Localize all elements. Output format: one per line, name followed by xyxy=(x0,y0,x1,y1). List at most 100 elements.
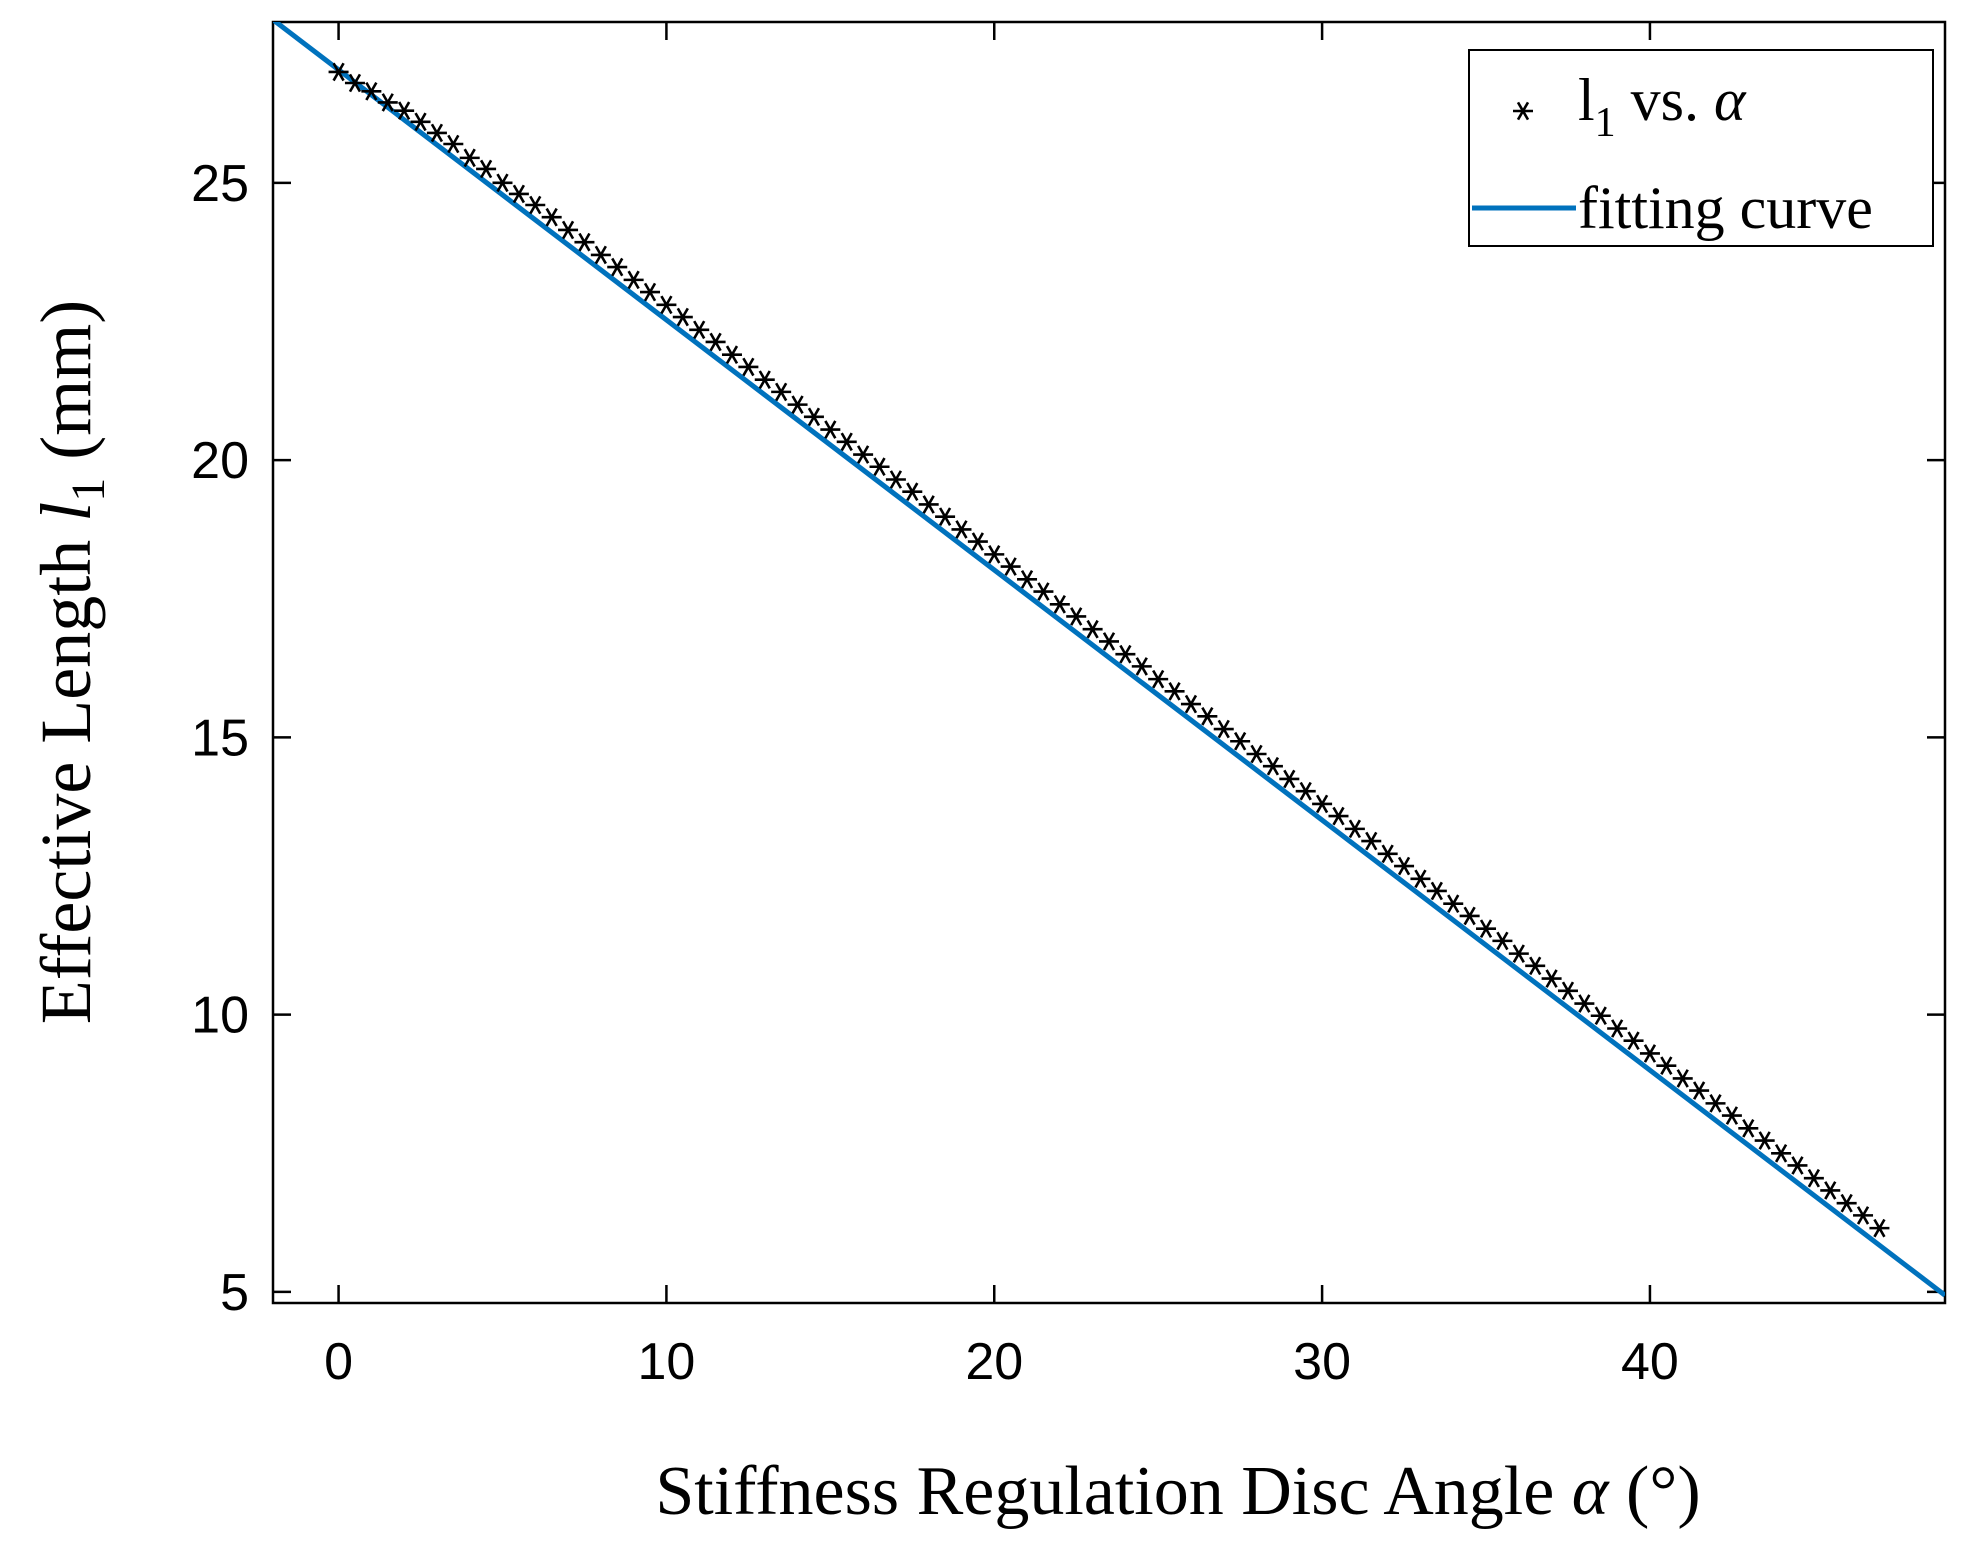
legend-entry-points-subscript: 1 xyxy=(1595,100,1616,146)
data-point xyxy=(1492,931,1513,951)
data-point xyxy=(1557,981,1578,1001)
data-point xyxy=(410,112,431,132)
asterisk-stroke xyxy=(791,395,804,414)
data-point xyxy=(1262,756,1283,776)
asterisk-stroke xyxy=(430,123,444,143)
asterisk-stroke xyxy=(1643,1044,1657,1063)
asterisk-stroke xyxy=(1201,706,1214,726)
asterisk-stroke xyxy=(971,532,984,551)
data-point xyxy=(1705,1094,1726,1113)
asterisk-stroke xyxy=(1152,669,1165,689)
data-point xyxy=(984,545,1005,564)
asterisk-stroke xyxy=(955,520,968,539)
y-axis-label-text: Effective Length xyxy=(26,540,106,1024)
asterisk-stroke xyxy=(1283,769,1296,789)
data-point xyxy=(705,332,726,352)
asterisk-stroke xyxy=(1217,719,1230,739)
points-layer xyxy=(328,62,1890,1238)
data-point xyxy=(394,101,415,121)
data-point xyxy=(443,134,464,154)
data-point xyxy=(607,257,628,277)
asterisk-stroke xyxy=(725,345,739,365)
data-point xyxy=(1623,1031,1644,1051)
asterisk-stroke xyxy=(1234,731,1247,751)
y-tick-label: 20 xyxy=(191,432,249,490)
asterisk-stroke xyxy=(1020,570,1034,589)
asterisk-stroke xyxy=(1676,1069,1689,1088)
asterisk-stroke xyxy=(1365,831,1378,851)
legend-box xyxy=(1468,49,1934,247)
asterisk-stroke xyxy=(1463,906,1476,926)
data-point xyxy=(1017,570,1038,589)
data-point xyxy=(1099,632,1119,651)
asterisk-stroke xyxy=(1070,607,1083,626)
asterisk-stroke xyxy=(807,407,821,427)
data-point xyxy=(771,382,792,402)
data-point xyxy=(1394,856,1415,876)
asterisk-stroke xyxy=(1824,1181,1837,1200)
data-point xyxy=(1754,1131,1775,1150)
asterisk-stroke xyxy=(1315,794,1329,814)
data-point xyxy=(590,245,611,265)
legend-entry-fit: fitting curve xyxy=(1578,175,1873,241)
legend-marker-points xyxy=(1513,101,1533,121)
asterisk-stroke xyxy=(1168,682,1181,701)
data-point xyxy=(1246,744,1267,764)
data-point xyxy=(328,62,349,82)
asterisk-stroke xyxy=(529,195,542,215)
x-axis-label-unit: (°) xyxy=(1626,1453,1701,1530)
asterisk-stroke xyxy=(578,232,591,252)
data-point xyxy=(1180,694,1201,714)
data-point xyxy=(1574,994,1595,1013)
asterisk-stroke xyxy=(1516,101,1530,121)
asterisk-stroke xyxy=(1594,1006,1607,1026)
data-point xyxy=(1361,831,1382,851)
asterisk-stroke xyxy=(1512,944,1525,963)
data-point xyxy=(476,159,497,179)
asterisk-stroke xyxy=(1840,1193,1853,1213)
data-point xyxy=(853,445,874,464)
asterisk-stroke xyxy=(1037,582,1050,601)
asterisk-stroke xyxy=(1102,632,1116,651)
asterisk-stroke xyxy=(1627,1031,1640,1051)
data-point xyxy=(902,482,923,502)
asterisk-stroke xyxy=(922,495,935,514)
legend-entry-points-mid: vs. xyxy=(1616,67,1714,133)
data-point xyxy=(918,495,939,514)
asterisk-stroke xyxy=(1479,919,1493,938)
legend: l1 vs. α fitting curve xyxy=(1468,49,1934,247)
data-point xyxy=(885,470,906,489)
asterisk-stroke xyxy=(479,159,493,179)
asterisk-stroke xyxy=(1119,644,1132,664)
asterisk-stroke xyxy=(1725,1106,1739,1125)
asterisk-stroke xyxy=(1053,594,1066,614)
data-point xyxy=(1410,869,1431,889)
data-point xyxy=(1344,819,1365,839)
data-point xyxy=(541,207,562,227)
asterisk-stroke xyxy=(381,93,394,112)
y-tick-label: 15 xyxy=(191,709,249,767)
asterisk-stroke xyxy=(1611,1019,1624,1038)
asterisk-stroke xyxy=(561,220,575,240)
asterisk-stroke xyxy=(709,332,722,352)
legend-asterisk xyxy=(1513,101,1533,121)
data-point xyxy=(1672,1069,1693,1088)
data-point xyxy=(492,173,513,193)
data-point xyxy=(1476,919,1497,938)
data-point xyxy=(1639,1044,1660,1063)
asterisk-stroke xyxy=(1791,1156,1804,1175)
data-point xyxy=(1689,1081,1710,1100)
data-point xyxy=(640,282,661,302)
data-point xyxy=(361,82,382,101)
asterisk-stroke xyxy=(496,173,509,193)
asterisk-stroke xyxy=(660,295,673,315)
data-point xyxy=(1787,1156,1808,1175)
asterisk-stroke xyxy=(1266,756,1280,776)
data-point xyxy=(426,123,447,143)
data-point xyxy=(1000,557,1021,576)
data-point xyxy=(1312,794,1333,814)
asterisk-stroke xyxy=(693,320,706,340)
data-point xyxy=(1721,1106,1742,1125)
data-point xyxy=(967,532,988,551)
data-point xyxy=(1508,944,1529,963)
